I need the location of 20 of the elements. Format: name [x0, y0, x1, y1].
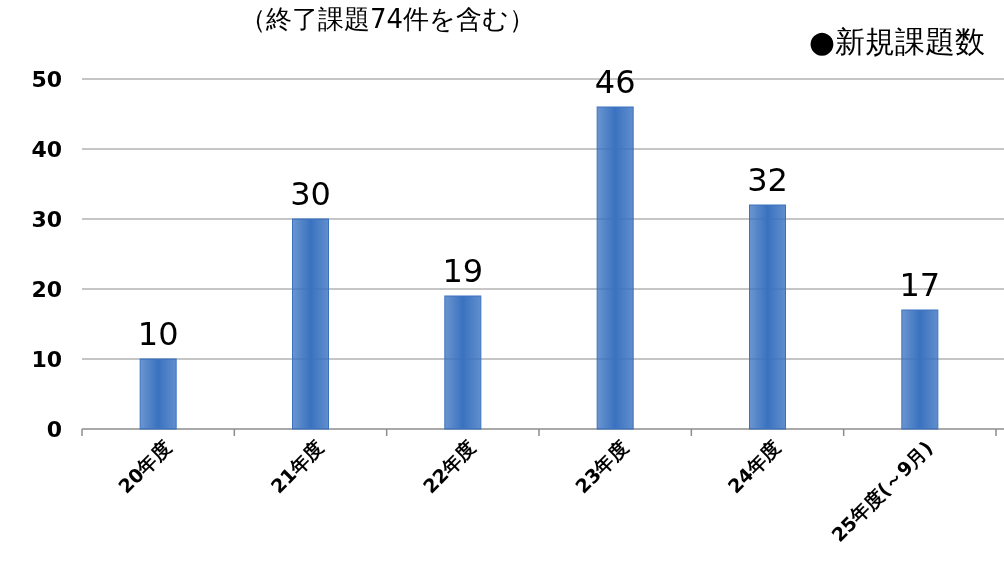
y-tick-label: 10: [31, 347, 62, 372]
x-tick-label: 25年度(～9月): [827, 436, 937, 546]
data-label: 32: [747, 161, 788, 199]
y-tick-label: 0: [46, 417, 62, 442]
x-tick-label: 21年度: [266, 436, 328, 498]
data-label: 17: [899, 266, 941, 304]
x-tick-label: 23年度: [570, 436, 632, 498]
data-label: 10: [137, 315, 179, 353]
chart-title: （終了課題74件を含む）: [240, 4, 536, 34]
x-tick-label: 24年度: [723, 436, 785, 498]
data-label: 30: [290, 175, 331, 213]
chart-subtitle: ●新規課題数: [808, 24, 985, 59]
y-tick-label: 50: [31, 67, 62, 92]
data-label: 19: [442, 252, 484, 290]
data-label: 46: [594, 63, 636, 101]
x-tick-label: 20年度: [113, 436, 175, 498]
y-tick-label: 40: [31, 137, 62, 162]
x-tick-label: 22年度: [418, 436, 480, 498]
y-tick-label: 20: [31, 277, 62, 302]
y-tick-label: 30: [31, 207, 62, 232]
